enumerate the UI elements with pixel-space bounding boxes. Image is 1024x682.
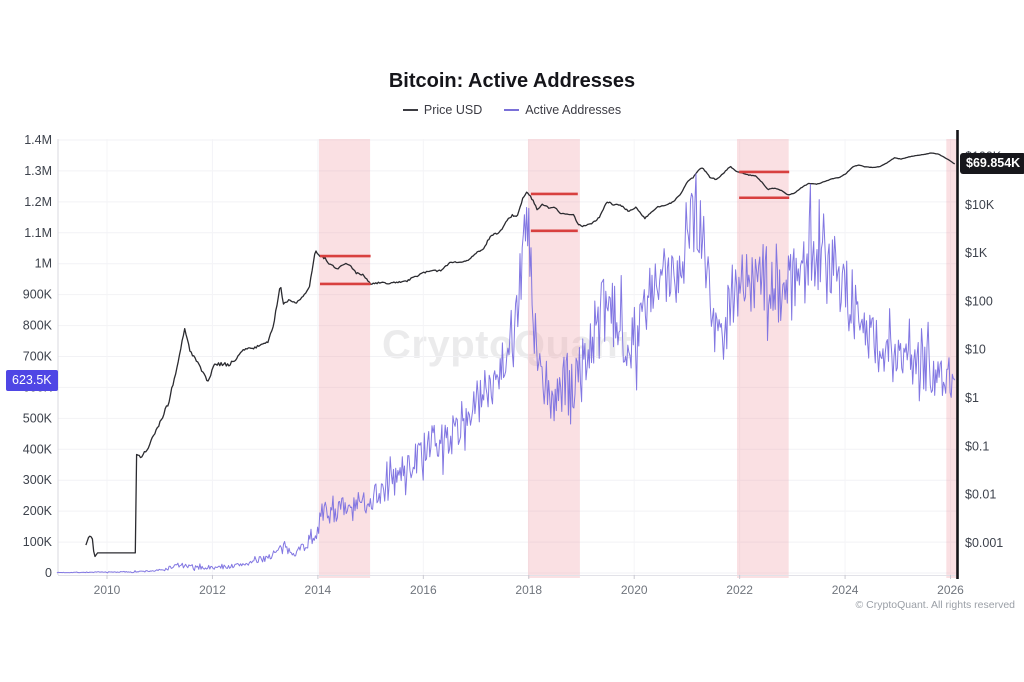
legend-label-active-addresses: Active Addresses: [525, 103, 622, 117]
page-title: Bitcoin: Active Addresses: [388, 70, 636, 92]
svg-text:1.2M: 1.2M: [24, 195, 52, 209]
svg-text:1.4M: 1.4M: [24, 133, 52, 147]
svg-text:100K: 100K: [23, 535, 53, 549]
svg-text:400K: 400K: [23, 442, 53, 456]
svg-text:$10: $10: [965, 343, 986, 357]
svg-text:2026: 2026: [937, 583, 964, 597]
svg-text:2012: 2012: [199, 583, 226, 597]
legend-item-price-usd[interactable]: Price USD: [402, 103, 483, 117]
svg-text:$0.01: $0.01: [965, 488, 996, 502]
svg-text:2024: 2024: [832, 583, 859, 597]
svg-text:2020: 2020: [621, 583, 648, 597]
svg-text:$1K: $1K: [965, 246, 988, 260]
svg-text:300K: 300K: [23, 473, 53, 487]
legend-item-active-addresses[interactable]: Active Addresses: [504, 103, 621, 117]
svg-text:900K: 900K: [23, 288, 53, 302]
svg-text:1.1M: 1.1M: [24, 226, 52, 240]
svg-text:0: 0: [45, 566, 52, 580]
svg-text:$10K: $10K: [965, 198, 995, 212]
svg-text:2010: 2010: [94, 583, 121, 597]
svg-text:2022: 2022: [726, 583, 753, 597]
svg-text:2018: 2018: [515, 583, 542, 597]
price-value-badge: $69.854K: [960, 153, 1024, 174]
svg-text:$1: $1: [965, 391, 979, 405]
price-line-swatch-icon: [402, 109, 418, 111]
svg-text:500K: 500K: [23, 411, 53, 425]
active-addresses-value-badge: 623.5K: [6, 370, 58, 391]
chart-legend: Price USD Active Addresses: [0, 103, 1024, 117]
svg-text:$100: $100: [965, 294, 993, 308]
copyright-note: © CryptoQuant. All rights reserved: [855, 599, 1015, 611]
svg-text:1.3M: 1.3M: [24, 164, 52, 178]
svg-text:$0.001: $0.001: [965, 536, 1003, 550]
legend-label-price-usd: Price USD: [423, 103, 483, 117]
svg-text:1M: 1M: [35, 257, 52, 271]
svg-text:700K: 700K: [23, 350, 53, 364]
svg-text:2016: 2016: [410, 583, 437, 597]
svg-text:200K: 200K: [23, 504, 53, 518]
svg-text:$0.1: $0.1: [965, 439, 989, 453]
svg-text:800K: 800K: [23, 319, 53, 333]
active-addresses-swatch-icon: [504, 109, 520, 111]
svg-text:2014: 2014: [305, 583, 332, 597]
